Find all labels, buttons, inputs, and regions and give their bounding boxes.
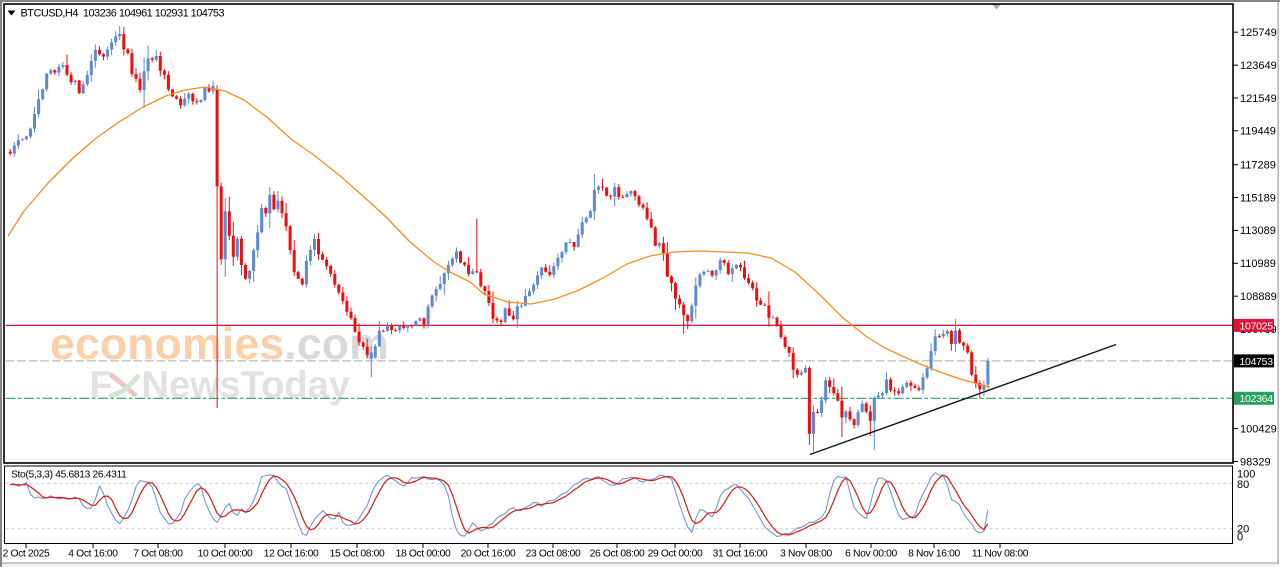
svg-text:31 Oct 16:00: 31 Oct 16:00 <box>713 548 768 559</box>
svg-text:8 Nov 16:00: 8 Nov 16:00 <box>908 548 960 559</box>
svg-text:economies.com: economies.com <box>50 320 389 369</box>
svg-text:108889: 108889 <box>1240 291 1277 303</box>
svg-text:BTCUSD,H4 103236 104961 10293: BTCUSD,H4 103236 104961 102931 104753 <box>21 7 225 19</box>
svg-text:98329: 98329 <box>1240 456 1271 468</box>
svg-text:7 Oct 08:00: 7 Oct 08:00 <box>133 548 183 559</box>
svg-text:20: 20 <box>1237 524 1249 536</box>
svg-text:3 Nov 08:00: 3 Nov 08:00 <box>780 548 832 559</box>
svg-text:NewsToday: NewsToday <box>142 365 350 407</box>
svg-text:107025: 107025 <box>1240 320 1274 332</box>
svg-text:119449: 119449 <box>1240 126 1276 138</box>
svg-text:23 Oct 08:00: 23 Oct 08:00 <box>526 548 581 559</box>
svg-text:121549: 121549 <box>1240 93 1277 105</box>
svg-text:10 Oct 00:00: 10 Oct 00:00 <box>198 548 253 559</box>
svg-text:4 Oct 16:00: 4 Oct 16:00 <box>68 548 118 559</box>
svg-text:115189: 115189 <box>1240 192 1276 204</box>
svg-text:11 Nov 08:00: 11 Nov 08:00 <box>972 548 1029 559</box>
svg-text:102364: 102364 <box>1240 393 1274 405</box>
svg-text:0: 0 <box>1237 531 1243 543</box>
svg-text:20 Oct 16:00: 20 Oct 16:00 <box>461 548 516 559</box>
svg-text:2 Oct 2025: 2 Oct 2025 <box>3 548 50 559</box>
svg-text:80: 80 <box>1237 479 1249 491</box>
svg-text:110989: 110989 <box>1240 258 1276 270</box>
svg-text:104753: 104753 <box>1240 356 1274 368</box>
svg-text:113089: 113089 <box>1240 225 1276 237</box>
svg-text:123649: 123649 <box>1240 60 1277 72</box>
svg-text:F: F <box>90 365 113 407</box>
svg-text:6 Nov 00:00: 6 Nov 00:00 <box>845 548 897 559</box>
svg-text:12 Oct 16:00: 12 Oct 16:00 <box>264 548 319 559</box>
svg-text:100: 100 <box>1237 469 1255 481</box>
svg-text:100429: 100429 <box>1240 423 1277 435</box>
svg-text:117289: 117289 <box>1240 160 1276 172</box>
svg-text:29 Oct 00:00: 29 Oct 00:00 <box>648 548 703 559</box>
svg-text:Sto(5,3,3) 45.6813 26.4311: Sto(5,3,3) 45.6813 26.4311 <box>11 469 127 480</box>
svg-text:125749: 125749 <box>1240 27 1277 39</box>
svg-text:18 Oct 00:00: 18 Oct 00:00 <box>396 548 451 559</box>
svg-text:26 Oct 08:00: 26 Oct 08:00 <box>590 548 645 559</box>
svg-text:15 Oct 08:00: 15 Oct 08:00 <box>330 548 385 559</box>
